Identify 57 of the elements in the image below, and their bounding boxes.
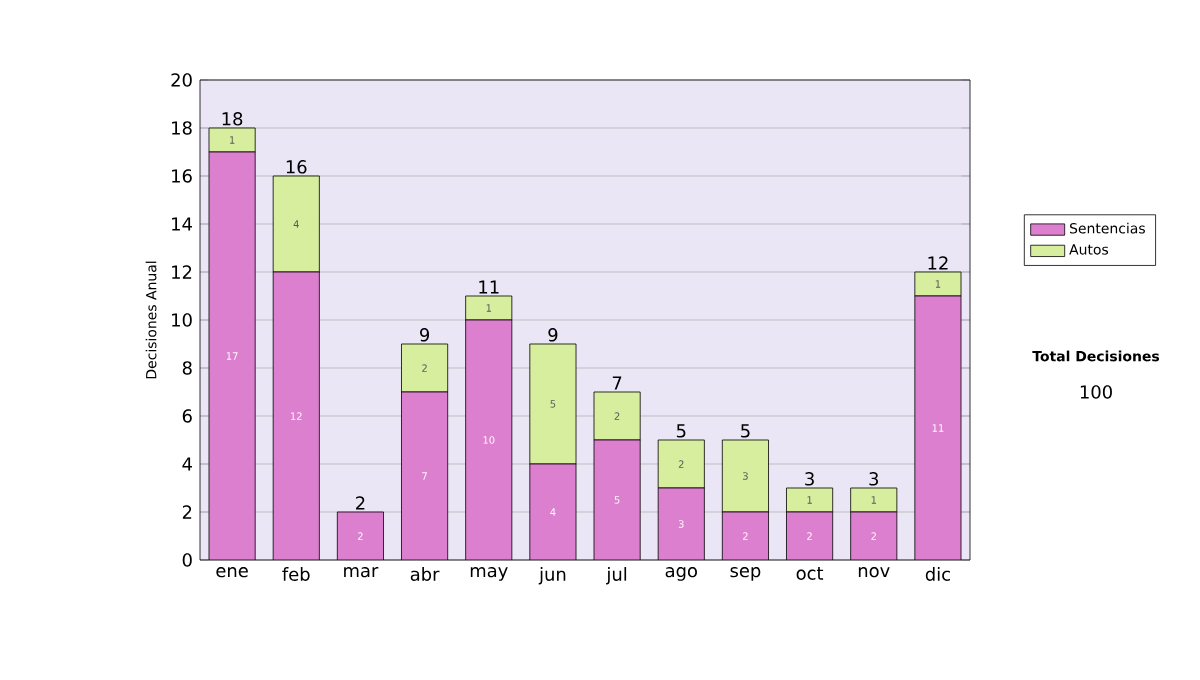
total-label: 3	[805, 472, 814, 486]
bar	[850, 512, 897, 560]
bar	[593, 391, 641, 441]
y-tick-label: 20	[171, 73, 192, 87]
bar	[529, 464, 577, 560]
x-tick-label: nov	[858, 567, 890, 578]
x-tick-label: sep	[730, 567, 761, 581]
bar	[401, 343, 449, 393]
bar	[273, 271, 320, 560]
bar	[657, 439, 705, 489]
x-tick-label: ene	[216, 567, 248, 578]
y-tick-label: 8	[182, 361, 192, 375]
total-label: 18	[222, 112, 243, 126]
bar	[465, 319, 512, 560]
y-tick-label: 6	[182, 409, 192, 423]
total-label: 9	[420, 328, 430, 342]
y-tick-label: 4	[182, 457, 192, 471]
x-tick-label: feb	[282, 567, 310, 581]
y-tick-label: 16	[172, 169, 192, 183]
y-tick-label: 0	[182, 553, 192, 567]
bar	[401, 391, 448, 560]
total-label: 5	[676, 424, 686, 438]
x-tick-label: ago	[665, 567, 697, 581]
total-label: 7	[612, 376, 622, 390]
bar	[272, 175, 320, 273]
x-tick-label: dic	[925, 567, 950, 581]
y-tick-label: 14	[172, 217, 192, 231]
y-tick-label: 10	[172, 313, 192, 327]
y-tick-label: 18	[172, 121, 192, 135]
bar	[593, 440, 641, 560]
y-tick-label: 2	[182, 505, 192, 519]
total-label: 5	[741, 424, 750, 438]
x-tick-label: oct	[796, 567, 824, 580]
total-label: 2	[356, 496, 365, 510]
bar	[722, 512, 769, 560]
bar	[786, 487, 834, 513]
x-tick-label: mar	[344, 567, 379, 578]
bar	[658, 488, 705, 560]
bar	[337, 512, 384, 560]
x-tick-label: jun	[538, 567, 566, 585]
bar	[721, 439, 769, 513]
bar	[786, 512, 833, 560]
text: 100	[1080, 385, 1112, 399]
x-tick-label: jul	[606, 567, 627, 585]
total-label: 9	[548, 328, 558, 342]
bar	[208, 151, 256, 560]
bar	[850, 487, 898, 513]
total-label: 3	[869, 472, 879, 486]
y-tick-label: 12	[172, 265, 192, 279]
x-tick-label: abr	[410, 567, 440, 581]
total-label: 11	[479, 280, 499, 294]
bar	[465, 295, 513, 321]
total-label: 16	[286, 160, 307, 174]
bar	[529, 343, 577, 465]
total-label: 12	[928, 256, 948, 270]
x-tick-label: may	[470, 567, 508, 581]
bar	[914, 295, 962, 560]
